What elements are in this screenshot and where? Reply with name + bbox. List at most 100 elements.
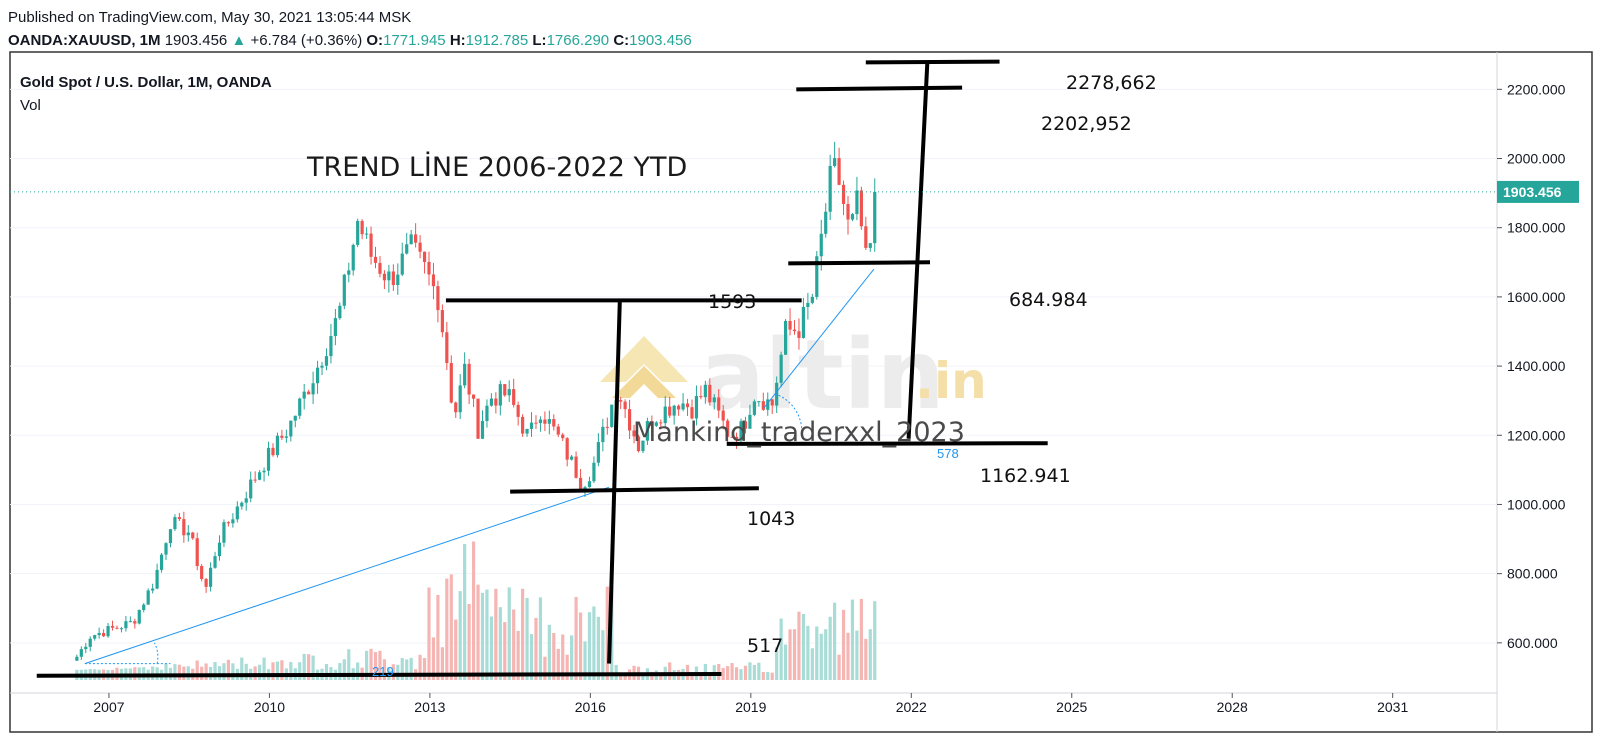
volume-bar xyxy=(458,591,462,680)
volume-bar xyxy=(721,668,725,680)
trend-line-long xyxy=(84,486,610,665)
candle-body xyxy=(681,403,685,410)
volume-bar xyxy=(761,671,765,680)
candle-body xyxy=(217,542,222,557)
candle-body xyxy=(400,253,404,275)
candle-body xyxy=(280,435,284,438)
candle-body xyxy=(324,356,329,366)
candle-body xyxy=(351,244,355,271)
candles xyxy=(75,141,877,661)
level-line-2278 xyxy=(865,59,1000,65)
candle-body xyxy=(792,329,797,332)
volume-bar xyxy=(739,669,743,680)
candle-body xyxy=(743,421,748,429)
volume-bar xyxy=(418,654,422,680)
candle-body xyxy=(369,233,373,257)
candle-body xyxy=(565,438,569,460)
volume-bar xyxy=(338,663,342,680)
volume-bar xyxy=(400,658,404,680)
high-label: H: xyxy=(449,32,466,49)
candle-body xyxy=(436,286,440,311)
volume-bar xyxy=(547,624,551,680)
volume-bar xyxy=(173,664,177,680)
volume-bar xyxy=(797,611,801,680)
candle-body xyxy=(284,436,288,438)
open-label: O: xyxy=(366,32,384,49)
y-tick-label: 2000.000 xyxy=(1507,151,1566,167)
volume-bar xyxy=(378,650,382,680)
candle-body xyxy=(855,190,859,215)
candle-body xyxy=(587,481,592,488)
x-tick-label: 2031 xyxy=(1377,699,1408,715)
volume-bar xyxy=(552,632,556,680)
candle-body xyxy=(79,649,83,657)
candle-body xyxy=(110,625,115,628)
volume-bar xyxy=(164,663,168,680)
candle-body xyxy=(311,383,315,395)
candle-body xyxy=(382,273,387,281)
candle-body xyxy=(338,305,342,319)
candle-body xyxy=(360,220,364,235)
candle-body xyxy=(828,165,832,212)
candle-body xyxy=(226,522,231,524)
candle-body xyxy=(454,402,458,413)
candle-body xyxy=(641,440,645,452)
volume-bar xyxy=(868,629,872,680)
candle-body xyxy=(699,396,703,398)
volume-bar xyxy=(828,616,832,680)
candle-body xyxy=(182,519,186,536)
candle-body xyxy=(387,271,391,281)
candle-body xyxy=(672,405,676,416)
chart-frame xyxy=(9,51,1593,733)
candle-body xyxy=(186,532,190,536)
volume-bar xyxy=(356,662,360,680)
candle-body xyxy=(868,243,872,248)
level-label-2202: 2202,952 xyxy=(1041,113,1132,135)
volume-bar xyxy=(864,638,868,680)
volume-bar xyxy=(405,659,409,680)
volume-bar xyxy=(561,634,565,680)
candle-body xyxy=(302,391,306,399)
volume-bar xyxy=(324,663,329,680)
candle-body xyxy=(414,234,418,243)
chart-title: Gold Spot / U.S. Dollar, 1M, OANDA xyxy=(20,74,272,91)
volume-bar xyxy=(240,657,244,680)
volume-bar xyxy=(454,619,458,680)
x-tick-label: 2025 xyxy=(1056,699,1087,715)
vertical-measure-left xyxy=(607,302,622,664)
candle-body xyxy=(342,274,346,306)
candle-body xyxy=(84,646,88,650)
watermark-brand: altin xyxy=(700,319,945,431)
volume-bar xyxy=(521,588,525,680)
candle-body xyxy=(485,405,489,422)
candle-body xyxy=(155,569,159,589)
candle-body xyxy=(405,244,409,254)
candle-body xyxy=(632,430,636,437)
volume-bar xyxy=(570,635,574,680)
candle-body xyxy=(859,190,863,227)
candle-body xyxy=(708,384,712,403)
candle-body xyxy=(516,404,520,417)
candle-body xyxy=(378,262,382,274)
volume-bar xyxy=(396,664,400,680)
candle-body xyxy=(654,422,658,426)
volume-bar xyxy=(485,589,489,680)
level-label-517: 517 xyxy=(747,635,783,657)
candle-body xyxy=(801,307,806,338)
candle-body xyxy=(320,365,324,368)
candle-body xyxy=(757,401,761,403)
volume-bar xyxy=(516,630,520,680)
candle-body xyxy=(810,296,814,303)
volume-bar xyxy=(708,674,712,680)
level-drawings xyxy=(36,59,1048,678)
angle-arc-small xyxy=(153,642,159,664)
candle-body xyxy=(333,318,337,337)
candle-body xyxy=(119,628,124,630)
x-tick-label: 2019 xyxy=(735,699,766,715)
candle-body xyxy=(208,567,213,587)
candle-body xyxy=(815,256,819,297)
trend-lines xyxy=(84,268,875,665)
candle-body xyxy=(819,233,823,257)
candle-body xyxy=(623,401,627,410)
